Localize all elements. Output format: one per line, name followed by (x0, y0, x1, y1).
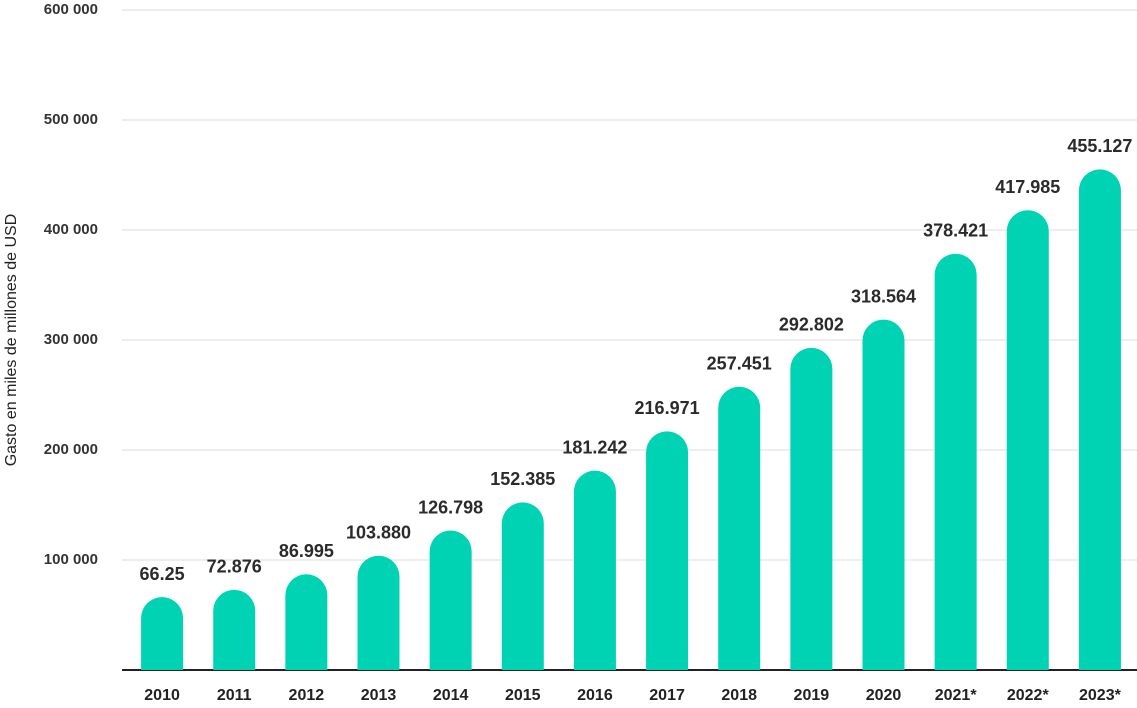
data-label: 72.876 (207, 557, 262, 577)
bar (862, 319, 905, 670)
bar (141, 597, 184, 670)
data-label: 126.798 (418, 497, 483, 517)
y-axis-title: Gasto en miles de millones de USD (3, 214, 20, 467)
bar (285, 574, 328, 670)
bar (1078, 169, 1121, 671)
data-label: 292.802 (779, 315, 844, 335)
x-tick-label: 2011 (217, 687, 252, 704)
y-tick-label: 200 000 (44, 441, 98, 458)
x-tick-label: 2010 (144, 687, 180, 704)
x-tick-label: 2013 (361, 687, 397, 704)
x-tick-label: 2012 (289, 687, 325, 704)
data-label: 103.880 (346, 522, 411, 542)
data-label: 417.985 (995, 177, 1060, 197)
y-tick-label: 600 000 (44, 1, 98, 18)
y-tick-label: 100 000 (44, 551, 98, 568)
x-tick-label: 2014 (433, 687, 469, 704)
x-tick-label: 2020 (866, 687, 902, 704)
data-label: 86.995 (279, 541, 334, 561)
x-tick-label: 2022* (1007, 687, 1050, 704)
data-label: 216.971 (635, 398, 700, 418)
y-tick-label: 400 000 (44, 221, 98, 238)
x-tick-label: 2017 (649, 687, 685, 704)
x-tick-label: 2015 (505, 687, 541, 704)
bar (501, 502, 544, 670)
bar (357, 555, 400, 670)
bar (429, 530, 472, 670)
bar (1006, 210, 1049, 670)
bar (718, 386, 761, 670)
data-label: 257.451 (707, 354, 772, 374)
x-tick-label: 2021* (935, 687, 978, 704)
data-label: 181.242 (562, 437, 627, 457)
data-label: 455.127 (1067, 136, 1132, 156)
bar (790, 347, 833, 670)
bar (646, 431, 689, 670)
y-tick-label: 500 000 (44, 111, 98, 128)
x-tick-label: 2016 (577, 687, 613, 704)
bar (213, 589, 256, 670)
data-label: 318.564 (851, 286, 916, 306)
x-tick-label: 2018 (721, 687, 757, 704)
y-tick-label: 300 000 (44, 331, 98, 348)
data-label: 66.25 (140, 564, 185, 584)
data-label: 378.421 (923, 220, 988, 240)
bar (934, 253, 977, 670)
x-tick-label: 2019 (794, 687, 830, 704)
x-tick-label: 2023* (1079, 687, 1122, 704)
data-label: 152.385 (490, 469, 555, 489)
bar (573, 470, 616, 670)
